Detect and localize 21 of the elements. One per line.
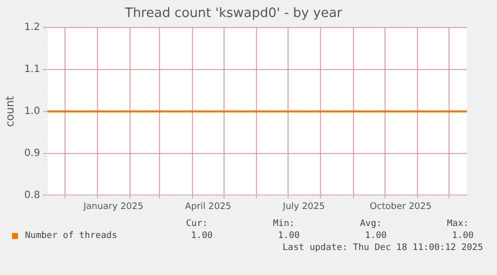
text: Cur: <box>186 219 208 229</box>
text: Min: <box>273 219 295 229</box>
x-tick-label: July 2025 <box>282 202 325 212</box>
legend-label: Number of threads <box>25 231 118 241</box>
y-axis-title: count <box>3 95 16 127</box>
text: 1.00 <box>191 231 213 241</box>
x-tick-label: January 2025 <box>82 202 144 212</box>
x-tick-label: October 2025 <box>370 202 432 212</box>
text: 1.00 <box>278 231 300 241</box>
chart-title: Thread count 'kswapd0' - by year <box>124 6 343 22</box>
y-tick-label: 1.0 <box>24 106 40 117</box>
y-tick-label: 0.9 <box>24 148 40 159</box>
text: Last update: Thu Dec 18 11:00:12 2025 <box>282 243 483 253</box>
text: Max: <box>447 219 469 229</box>
x-tick-label: April 2025 <box>184 202 232 212</box>
y-tick-label: 1.1 <box>24 64 40 76</box>
text: 1.00 <box>365 231 387 241</box>
y-tick-label: 1.2 <box>24 22 40 34</box>
text: 1.00 <box>452 231 474 241</box>
text: Avg: <box>360 219 382 229</box>
y-tick-label: 0.8 <box>24 190 40 201</box>
